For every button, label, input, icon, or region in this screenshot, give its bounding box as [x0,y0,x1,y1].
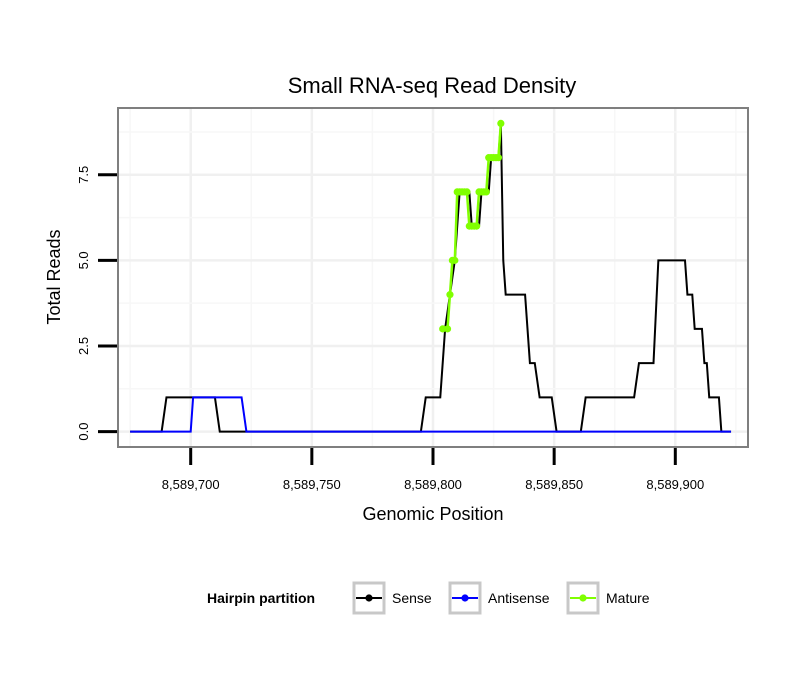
mature-point [446,291,454,299]
x-axis: 8,589,700 8,589,750 8,589,800 8,589,850 8,58… [162,448,704,492]
mature-point [443,325,452,333]
grid-lines [118,108,748,447]
x-axis-title: Genomic Position [362,504,503,524]
y-tick-label: 0.0 [76,423,91,441]
x-tick-label: 8,589,750 [283,477,341,492]
mature-points [439,119,505,333]
y-tick-label: 7.5 [76,166,91,184]
mature-point [497,119,505,128]
x-tick-label: 8,589,900 [646,477,704,492]
x-tick-label: 8,589,800 [404,477,462,492]
mature-point [451,256,459,264]
mature-point [494,154,503,162]
y-axis: 0.0 2.5 5.0 7.5 [76,166,117,441]
legend-key-point [461,594,469,602]
y-tick-label: 2.5 [76,337,91,355]
y-axis-title: Total Reads [44,229,64,324]
mature-point [463,188,471,196]
series-line-antisense [130,396,732,433]
legend-key-point [579,594,587,602]
x-tick-label: 8,589,850 [525,477,583,492]
x-tick-label: 8,589,700 [162,477,220,492]
chart-title: Small RNA-seq Read Density [288,73,577,98]
legend-title: Hairpin partition [207,590,315,606]
y-tick-label: 5.0 [76,251,91,269]
legend: Hairpin partition Sense Antisense Mature [207,581,650,615]
legend-key-point [365,594,373,602]
mature-point [473,222,481,230]
mature-point [482,188,490,196]
series-line-sense [130,123,732,433]
legend-label-sense: Sense [392,590,432,606]
legend-label-antisense: Antisense [488,590,550,606]
legend-label-mature: Mature [606,590,650,606]
plot-border [117,107,749,448]
